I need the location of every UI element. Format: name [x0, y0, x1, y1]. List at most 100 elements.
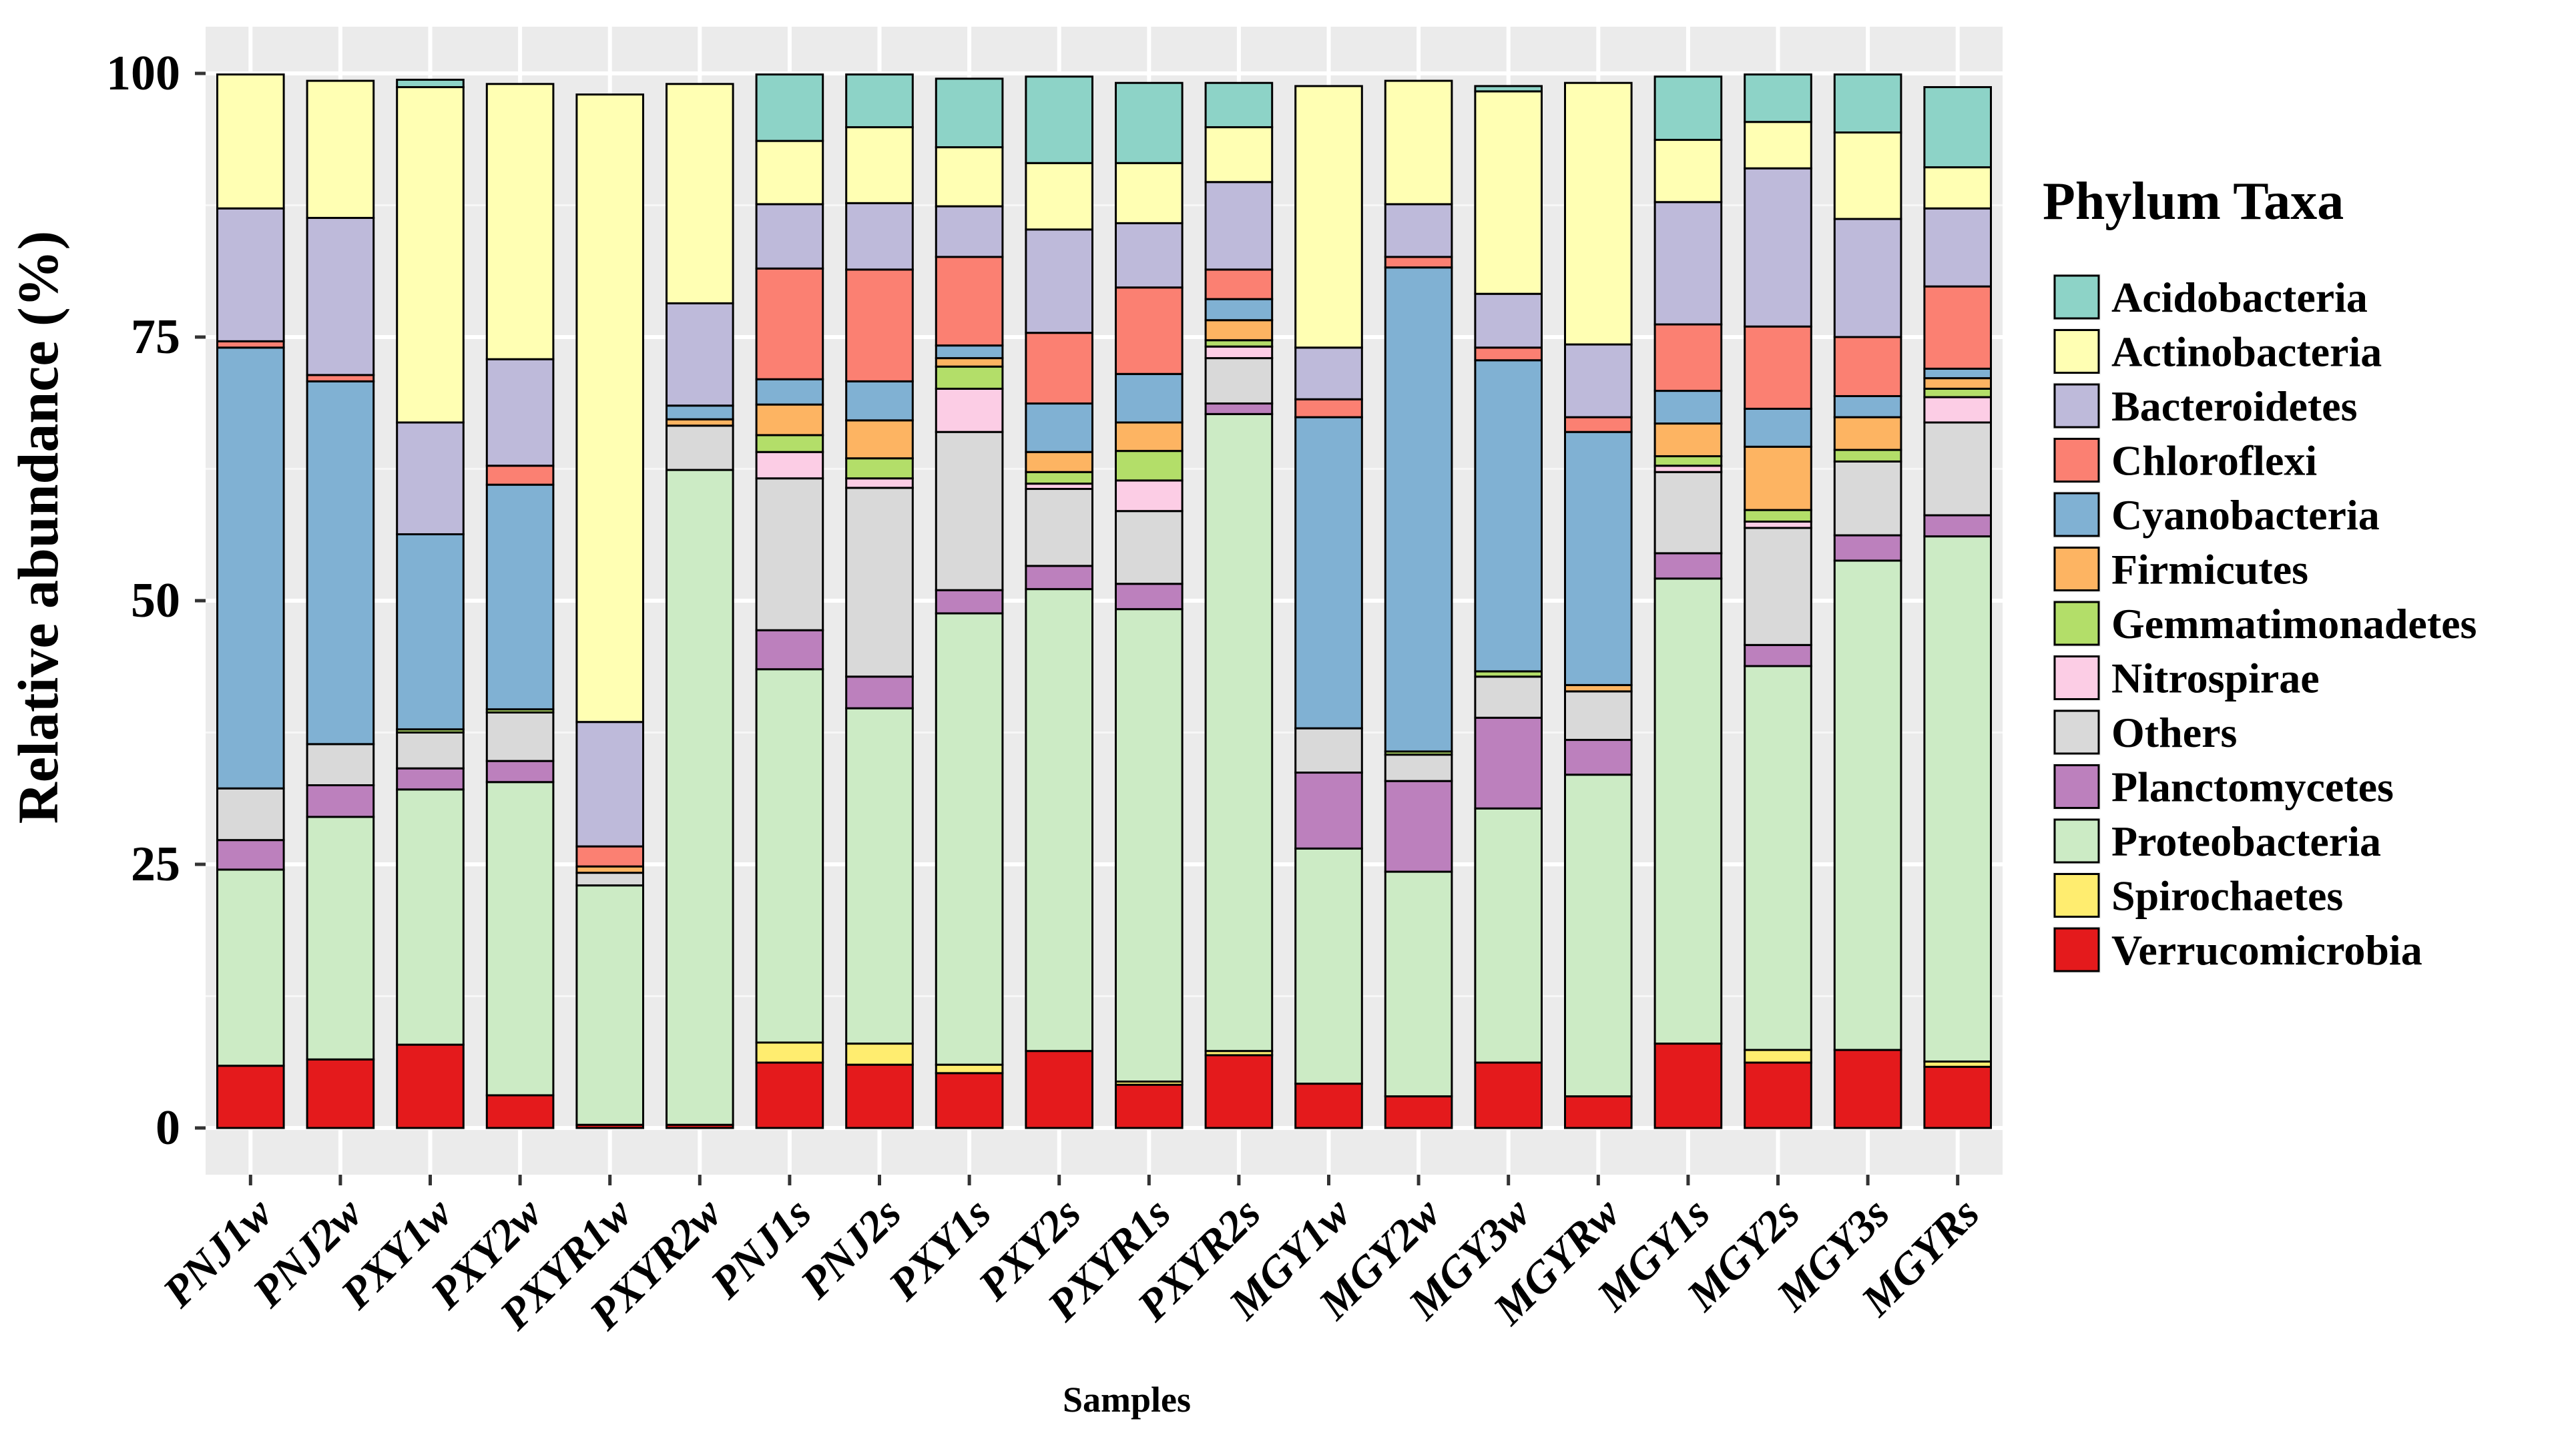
bar-mgy2s [1744, 73, 1812, 1129]
bar-segment-bacteroidetes [1653, 201, 1723, 326]
bar-segment-verrucomicrobia [1025, 1050, 1094, 1129]
bar-segment-planctomycetes [1204, 402, 1274, 415]
bar-segment-proteobacteria [665, 469, 734, 1126]
bar-segment-cyanobacteria [1294, 416, 1363, 730]
bar-segment-proteobacteria [216, 868, 285, 1067]
bar-segment-verrucomicrobia [1384, 1095, 1453, 1129]
legend-label: Cyanobacteria [2111, 491, 2380, 539]
bar-segment-gemmatimonadetes [1025, 471, 1094, 485]
bar-segment-bacteroidetes [1563, 343, 1633, 418]
bar-segment-actinobacteria [935, 146, 1004, 208]
bar-segment-firmicutes [935, 357, 1004, 368]
bar-segment-chloroflexi [485, 465, 555, 486]
bar-segment-cyanobacteria [396, 533, 465, 731]
bar-segment-planctomycetes [1833, 534, 1902, 562]
bar-segment-cyanobacteria [1025, 402, 1094, 453]
bar-segment-chloroflexi [1384, 256, 1453, 269]
legend-label: Proteobacteria [2111, 818, 2381, 865]
bar-pnj2s [845, 73, 914, 1129]
bar-segment-bacteroidetes [306, 216, 375, 376]
bar-segment-acidobacteria [1204, 81, 1274, 129]
legend-key-spirochaetes [2053, 873, 2100, 918]
bar-segment-planctomycetes [1744, 643, 1812, 667]
bar-segment-spirochaetes [755, 1041, 824, 1064]
bar-segment-bacteroidetes [216, 207, 285, 342]
y-tick-label: 50 [131, 573, 180, 628]
bar-segment-cyanobacteria [665, 404, 734, 420]
bar-mgy3s [1833, 73, 1902, 1129]
bar-segment-verrucomicrobia [1114, 1083, 1184, 1129]
bar-segment-gemmatimonadetes [1653, 455, 1723, 467]
x-tick-label: PXY1s [879, 1189, 1001, 1310]
bar-pxyr2s [1204, 81, 1274, 1129]
bar-segment-nitrospirae [1204, 345, 1274, 360]
bar-segment-cyanobacteria [1744, 407, 1812, 448]
bar-segment-actinobacteria [1204, 126, 1274, 184]
bar-segment-chloroflexi [1744, 325, 1812, 410]
legend-key-gemmatimonadetes [2053, 601, 2100, 646]
bar-segment-verrucomicrobia [1653, 1043, 1723, 1129]
legend-label: Others [2111, 709, 2237, 756]
bar-segment-gemmatimonadetes [1833, 449, 1902, 463]
bar-segment-actinobacteria [306, 79, 375, 219]
bar-segment-others [1204, 357, 1274, 405]
bar-segment-gemmatimonadetes [845, 457, 914, 480]
bar-pnj1s [755, 73, 824, 1129]
bar-segment-verrucomicrobia [485, 1094, 555, 1129]
bar-segment-proteobacteria [1114, 608, 1184, 1083]
bar-segment-firmicutes [1653, 422, 1723, 458]
bar-segment-others [1653, 471, 1723, 555]
x-tick-label: PNJ1s [701, 1189, 820, 1308]
bar-segment-acidobacteria [755, 73, 824, 142]
bar-segment-proteobacteria [845, 707, 914, 1045]
legend-key-firmicutes [2053, 547, 2100, 591]
bar-segment-actinobacteria [755, 139, 824, 206]
bar-segment-nitrospirae [1923, 396, 1993, 424]
bar-pxy2w [485, 83, 555, 1129]
bar-segment-bacteroidetes [1833, 218, 1902, 338]
bar-segment-firmicutes [1025, 451, 1094, 473]
legend-label: Nitrospirae [2111, 655, 2320, 702]
bar-segment-planctomycetes [1384, 780, 1453, 873]
bar-segment-others [1744, 527, 1812, 646]
bar-segment-others [575, 872, 645, 887]
legend-label: Firmicutes [2111, 546, 2308, 593]
bar-pnj1w [216, 73, 285, 1129]
bar-segment-bacteroidetes [1204, 181, 1274, 271]
bar-segment-others [1384, 754, 1453, 782]
legend-key-proteobacteria [2053, 818, 2100, 864]
bar-segment-actinobacteria [1923, 166, 1993, 210]
bar-segment-chloroflexi [1204, 268, 1274, 300]
bar-segment-bacteroidetes [1384, 203, 1453, 258]
y-tick-label: 75 [131, 310, 180, 364]
bar-segment-actinobacteria [665, 83, 734, 304]
bar-mgy1w [1294, 85, 1363, 1129]
bar-segment-gemmatimonadetes [1744, 509, 1812, 523]
bar-mgyrs [1923, 86, 1993, 1129]
bar-segment-cyanobacteria [935, 344, 1004, 360]
bar-segment-actinobacteria [1114, 162, 1184, 224]
bar-segment-actinobacteria [1294, 85, 1363, 349]
bar-segment-proteobacteria [1025, 588, 1094, 1053]
bar-segment-actinobacteria [216, 73, 285, 210]
bar-mgy1s [1653, 75, 1723, 1129]
bar-segment-verrucomicrobia [1204, 1054, 1274, 1129]
bar-segment-nitrospirae [1114, 479, 1184, 513]
legend-title: Phylum Taxa [2043, 172, 2344, 231]
bar-segment-acidobacteria [396, 78, 465, 89]
y-axis: 0 25 50 75 100 [106, 46, 206, 1155]
bar-segment-acidobacteria [1833, 73, 1902, 133]
bar-segment-actinobacteria [1025, 162, 1094, 231]
bar-segment-bacteroidetes [575, 721, 645, 848]
legend-label: Acidobacteria [2111, 274, 2368, 321]
bar-segment-cyanobacteria [1563, 430, 1633, 686]
bar-segment-acidobacteria [1653, 75, 1723, 141]
bar-segment-proteobacteria [1653, 577, 1723, 1045]
bar-segment-proteobacteria [1474, 807, 1543, 1064]
bar-segment-actinobacteria [1384, 79, 1453, 206]
bar-segment-others [1294, 727, 1363, 774]
bar-segment-actinobacteria [1833, 131, 1902, 220]
bar-pxy1s [935, 77, 1004, 1129]
bar-segment-cyanobacteria [1114, 372, 1184, 424]
bar-segment-chloroflexi [575, 845, 645, 868]
